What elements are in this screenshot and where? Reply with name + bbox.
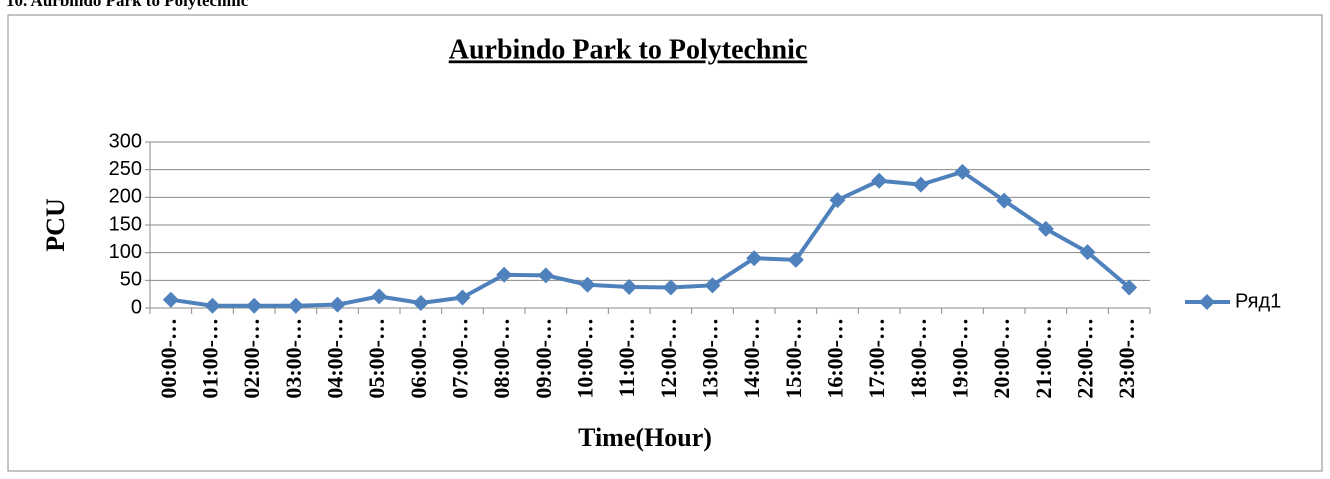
point-marker — [329, 296, 346, 313]
point-marker — [1037, 220, 1054, 237]
chart-frame — [7, 14, 1323, 472]
point-marker — [579, 276, 596, 293]
x-tick-label: 14:00-… — [739, 318, 764, 399]
x-tick-label: 16:00-… — [823, 318, 848, 399]
y-tick-label: 250 — [109, 158, 142, 180]
point-marker — [954, 163, 971, 180]
y-tick-label: 0 — [131, 296, 142, 318]
x-tick-label: 15:00-… — [781, 318, 806, 399]
y-tick-label: 50 — [120, 269, 142, 291]
x-tick-label: 20:00-… — [989, 318, 1014, 399]
y-tick-label: 100 — [109, 241, 142, 263]
point-marker — [162, 291, 179, 308]
x-tick-label: 22:00-… — [1073, 318, 1098, 399]
x-tick-label: 05:00-… — [364, 318, 389, 399]
x-tick-label: 03:00-… — [281, 318, 306, 399]
heading: 10. Aurbindo Park to Polytechnic — [6, 0, 249, 10]
point-marker — [787, 251, 804, 268]
x-axis-label: Time(Hour) — [578, 423, 712, 452]
x-tick-label: 09:00-… — [531, 318, 556, 399]
y-tick-label: 150 — [109, 213, 142, 235]
x-tick-label: 21:00-… — [1031, 318, 1056, 399]
point-marker — [537, 267, 554, 284]
point-marker — [912, 176, 929, 193]
y-tick-label: 300 — [109, 130, 142, 152]
point-marker — [1079, 244, 1096, 261]
point-marker — [746, 250, 763, 267]
y-axis-label: PCU — [41, 198, 70, 252]
point-marker — [1121, 279, 1138, 296]
x-tick-label: 11:00-… — [614, 318, 639, 397]
point-marker — [829, 192, 846, 209]
point-marker — [246, 297, 263, 314]
point-marker — [287, 297, 304, 314]
point-marker — [871, 172, 888, 189]
point-marker — [621, 278, 638, 295]
chart-title: Aurbindo Park to Polytechnic — [449, 34, 808, 65]
x-tick-label: 01:00-… — [198, 318, 223, 399]
point-marker — [412, 295, 429, 312]
point-marker — [996, 192, 1013, 209]
legend-marker — [1199, 294, 1215, 310]
x-tick-label: 00:00-… — [156, 318, 181, 399]
point-marker — [371, 288, 388, 305]
x-tick-label: 19:00-… — [948, 318, 973, 399]
x-tick-label: 23:00-… — [1114, 318, 1139, 399]
x-tick-label: 02:00-… — [239, 318, 264, 399]
x-tick-label: 17:00-… — [864, 318, 889, 399]
x-tick-label: 10:00-… — [573, 318, 598, 399]
x-tick-label: 06:00-… — [406, 318, 431, 399]
x-tick-label: 12:00-… — [656, 318, 681, 399]
x-tick-label: 13:00-… — [698, 318, 723, 399]
point-marker — [454, 289, 471, 306]
point-marker — [496, 266, 513, 283]
y-tick-label: 200 — [109, 186, 142, 208]
x-tick-label: 04:00-… — [323, 318, 348, 399]
x-tick-label: 08:00-… — [489, 318, 514, 399]
x-tick-label: 18:00-… — [906, 318, 931, 399]
legend-label: Ряд1 — [1235, 290, 1281, 312]
x-tick-label: 07:00-… — [448, 318, 473, 399]
point-marker — [704, 277, 721, 294]
point-marker — [204, 297, 221, 314]
point-marker — [662, 279, 679, 296]
